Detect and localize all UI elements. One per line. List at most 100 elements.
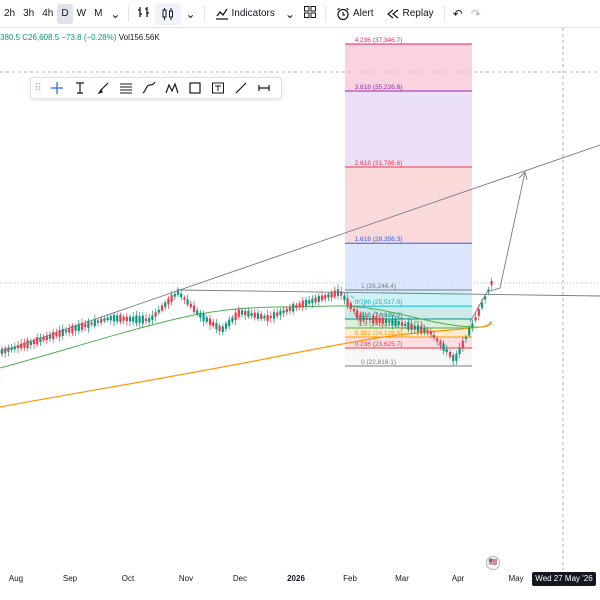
candle-body bbox=[349, 303, 352, 309]
timeframe-w[interactable]: W bbox=[76, 7, 87, 19]
candle-body bbox=[442, 343, 445, 352]
candle-body bbox=[330, 292, 333, 298]
redo-icon[interactable]: ↷ bbox=[470, 6, 481, 21]
fib-level-label: 2.618 (31,796.6) bbox=[355, 160, 403, 167]
text-tool-icon[interactable] bbox=[68, 78, 91, 98]
candle-body bbox=[36, 337, 39, 345]
chevron-down-icon[interactable]: ⌄ bbox=[284, 6, 295, 21]
timeframe-d[interactable]: D bbox=[57, 3, 73, 24]
candle-body bbox=[333, 290, 336, 297]
candle-body bbox=[32, 339, 36, 345]
candle-body bbox=[116, 315, 119, 322]
candle-body bbox=[90, 322, 93, 325]
candle-body bbox=[148, 317, 151, 323]
candle-body bbox=[490, 281, 493, 285]
candle-body bbox=[125, 316, 128, 321]
projection-arrowhead bbox=[518, 171, 528, 181]
candle-body bbox=[240, 310, 244, 315]
candle-body bbox=[272, 312, 276, 319]
candle-body bbox=[93, 319, 96, 327]
candle-body bbox=[231, 317, 234, 322]
layout-grid-icon[interactable] bbox=[299, 5, 321, 22]
candles-button[interactable] bbox=[155, 2, 182, 25]
resistance-line bbox=[177, 289, 600, 297]
time-axis[interactable]: Aug Sep Oct Nov Dec 2026 Feb Mar Apr May bbox=[0, 570, 600, 586]
fib-extension-drawing[interactable]: 4.236 (37,346.7) 3.618 (35,226.8) 2.618 (3… bbox=[345, 37, 472, 367]
candle-body bbox=[71, 325, 74, 334]
candle-body bbox=[167, 298, 170, 305]
candle-body bbox=[218, 325, 221, 332]
candle-body bbox=[253, 312, 256, 318]
candle-body bbox=[132, 316, 135, 322]
candle-body bbox=[276, 312, 279, 317]
moving-averages bbox=[0, 305, 493, 408]
candle-body bbox=[378, 317, 381, 323]
time-tick: May bbox=[508, 574, 524, 583]
bar-chart-icon[interactable] bbox=[133, 5, 155, 22]
candles-icon bbox=[162, 7, 174, 20]
candle-body bbox=[301, 300, 304, 308]
candle-body bbox=[170, 294, 173, 303]
candle-body bbox=[68, 328, 71, 333]
candle-body bbox=[317, 295, 320, 302]
candle-body bbox=[384, 319, 388, 323]
candle-body bbox=[237, 309, 240, 317]
candle-body bbox=[455, 353, 458, 361]
indicators-button[interactable]: Indicators bbox=[209, 3, 281, 25]
candle-body bbox=[250, 313, 253, 316]
fib-level-label: 0.5 (24,531.3) bbox=[358, 321, 398, 328]
candle-body bbox=[84, 323, 87, 327]
country-flag-icon[interactable]: 🇺🇸 bbox=[486, 556, 500, 570]
candle-body bbox=[295, 305, 298, 308]
candle-body bbox=[192, 305, 196, 312]
chevron-down-icon[interactable]: ⌄ bbox=[185, 6, 196, 21]
toolbar-divider bbox=[324, 5, 326, 22]
candle-body bbox=[106, 317, 109, 320]
candle-body bbox=[42, 337, 45, 341]
rectangle-tool-icon[interactable] bbox=[183, 78, 206, 98]
rewind-icon bbox=[386, 9, 398, 18]
candle-body bbox=[282, 310, 285, 314]
timeframe-m[interactable]: M bbox=[94, 7, 103, 19]
candle-body bbox=[292, 303, 295, 312]
pattern-tool-icon[interactable] bbox=[160, 78, 183, 98]
timeframe-4h[interactable]: 4h bbox=[42, 7, 54, 19]
price-chart[interactable]: 4.236 (37,346.7) 3.618 (35,226.8) 2.618 (3… bbox=[0, 28, 600, 570]
candle-body bbox=[122, 316, 125, 321]
candle-body bbox=[173, 293, 176, 297]
trend-drawings[interactable] bbox=[0, 144, 600, 357]
candle-body bbox=[112, 314, 116, 322]
candle-body bbox=[407, 321, 410, 330]
candle-body bbox=[362, 316, 365, 321]
candle-body bbox=[45, 335, 48, 340]
crosshair-tool-icon[interactable] bbox=[45, 78, 68, 98]
measure-tool-icon[interactable] bbox=[252, 78, 275, 98]
time-tick: 2026 bbox=[287, 574, 305, 583]
candle-body bbox=[144, 318, 148, 322]
undo-icon[interactable]: ↶ bbox=[452, 6, 463, 21]
fib-tool-icon[interactable] bbox=[114, 78, 137, 98]
text-note-tool-icon[interactable] bbox=[206, 78, 229, 98]
candle-body bbox=[26, 340, 29, 349]
candle-body bbox=[96, 320, 100, 323]
time-tick: Feb bbox=[343, 574, 357, 583]
chart-grid bbox=[0, 28, 600, 570]
candle-body bbox=[128, 316, 132, 322]
candle-body bbox=[480, 302, 484, 308]
path-tool-icon[interactable] bbox=[137, 78, 160, 98]
timeframe-3h[interactable]: 3h bbox=[23, 7, 35, 19]
candle-body bbox=[74, 325, 77, 331]
candle-body bbox=[212, 321, 215, 327]
timeframe-2h[interactable]: 2h bbox=[4, 7, 16, 19]
candle-body bbox=[394, 318, 397, 326]
chevron-down-icon[interactable]: ⌄ bbox=[110, 6, 121, 21]
candle-body bbox=[55, 332, 58, 337]
trend-line-tool-icon[interactable] bbox=[229, 78, 252, 98]
candle-body bbox=[285, 308, 288, 313]
time-tick: Aug bbox=[8, 574, 24, 583]
brush-tool-icon[interactable] bbox=[91, 78, 114, 98]
alert-button[interactable]: Alert bbox=[330, 3, 380, 25]
replay-button[interactable]: Replay bbox=[380, 3, 440, 25]
candle-body bbox=[58, 330, 61, 337]
drag-handle-icon[interactable]: ⠿ bbox=[34, 82, 42, 94]
